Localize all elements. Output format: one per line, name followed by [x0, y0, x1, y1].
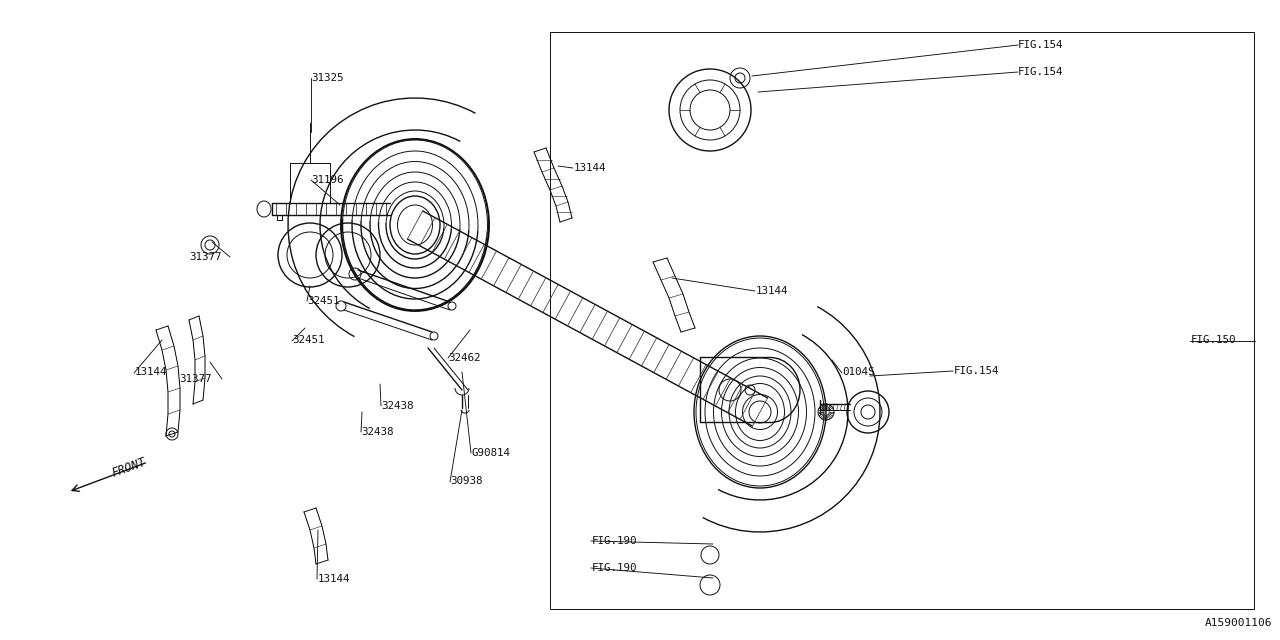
Text: G90814: G90814 [471, 448, 509, 458]
Text: FIG.190: FIG.190 [591, 536, 637, 546]
Text: 30938: 30938 [451, 476, 483, 486]
Text: 31377: 31377 [179, 374, 211, 384]
Text: 13144: 13144 [317, 574, 349, 584]
Text: 31196: 31196 [311, 175, 343, 186]
Text: FIG.154: FIG.154 [1018, 40, 1064, 50]
Text: 0104S: 0104S [842, 367, 874, 378]
Text: 32462: 32462 [448, 353, 480, 364]
Text: FIG.154: FIG.154 [1018, 67, 1064, 77]
Text: FIG.154: FIG.154 [954, 366, 1000, 376]
Text: 31325: 31325 [311, 73, 343, 83]
Text: 32451: 32451 [292, 335, 324, 346]
Text: FIG.150: FIG.150 [1190, 335, 1236, 346]
Text: A159001106: A159001106 [1204, 618, 1272, 628]
Text: 31377: 31377 [189, 252, 221, 262]
Text: 13144: 13144 [134, 367, 166, 378]
Text: FIG.190: FIG.190 [591, 563, 637, 573]
Text: 32451: 32451 [307, 296, 339, 306]
Text: 32438: 32438 [361, 427, 393, 437]
Text: FRONT: FRONT [110, 456, 148, 480]
Text: 13144: 13144 [573, 163, 605, 173]
Text: 32438: 32438 [381, 401, 413, 412]
Text: 13144: 13144 [755, 286, 787, 296]
Bar [550, 32, 1254, 609]
